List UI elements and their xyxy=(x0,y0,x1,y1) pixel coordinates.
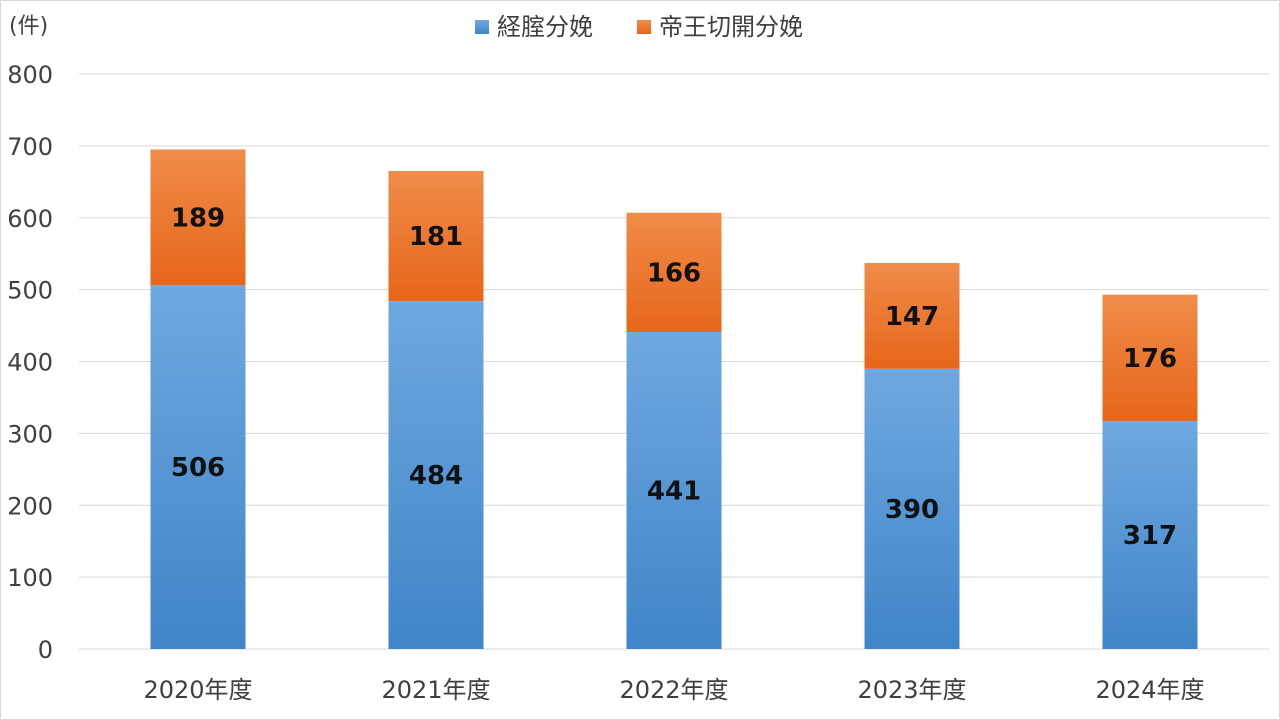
data-label: 181 xyxy=(409,222,463,252)
data-label: 176 xyxy=(1123,344,1177,374)
legend-swatch xyxy=(637,20,651,34)
data-label: 484 xyxy=(409,461,463,491)
data-label: 189 xyxy=(171,203,225,233)
bars xyxy=(150,149,1198,649)
data-label: 166 xyxy=(647,258,701,288)
y-tick-label: 800 xyxy=(7,61,53,89)
y-axis: 0 100 200 300 400 500 600 700 800 xyxy=(7,61,53,664)
y-tick-label: 500 xyxy=(7,277,53,305)
bar-segment-cesarean xyxy=(626,212,722,333)
x-category-label: 2022年度 xyxy=(619,676,728,704)
data-labels: 506 189 484 181 441 166 390 147 317 176 xyxy=(171,203,1177,551)
bar-segment-cesarean xyxy=(1102,294,1198,422)
legend-label: 帝王切開分娩 xyxy=(659,13,803,41)
legend: 経腟分娩 帝王切開分娩 xyxy=(475,13,803,41)
bar-segment-cesarean xyxy=(388,171,484,302)
data-label: 147 xyxy=(885,302,939,332)
y-tick-label: 200 xyxy=(7,492,53,520)
y-axis-unit-label: (件) xyxy=(9,14,48,39)
bar-segment-cesarean xyxy=(864,263,960,369)
y-tick-label: 100 xyxy=(7,564,53,592)
data-label: 506 xyxy=(171,453,225,483)
legend-label: 経腟分娩 xyxy=(497,13,593,41)
y-tick-label: 300 xyxy=(7,420,53,448)
bar-segment-cesarean xyxy=(150,149,246,286)
x-axis: 2020年度 2021年度 2022年度 2023年度 2024年度 xyxy=(143,676,1204,704)
data-label: 317 xyxy=(1123,521,1177,551)
data-label: 441 xyxy=(647,477,701,507)
y-tick-label: 700 xyxy=(7,133,53,161)
legend-item: 帝王切開分娩 xyxy=(637,13,803,41)
x-category-label: 2020年度 xyxy=(143,676,252,704)
x-category-label: 2024年度 xyxy=(1095,676,1204,704)
bar-segment-vaginal xyxy=(388,301,484,649)
bar-segment-vaginal xyxy=(626,332,722,649)
y-tick-label: 400 xyxy=(7,349,53,377)
bar-segment-vaginal xyxy=(864,368,960,649)
legend-item: 経腟分娩 xyxy=(475,13,593,41)
x-category-label: 2021年度 xyxy=(381,676,490,704)
x-category-label: 2023年度 xyxy=(857,676,966,704)
bar-segment-vaginal xyxy=(150,285,246,649)
y-tick-label: 0 xyxy=(38,636,53,664)
legend-swatch xyxy=(475,20,489,34)
y-tick-label: 600 xyxy=(7,205,53,233)
data-label: 390 xyxy=(885,495,939,525)
bar-segment-vaginal xyxy=(1102,421,1198,649)
